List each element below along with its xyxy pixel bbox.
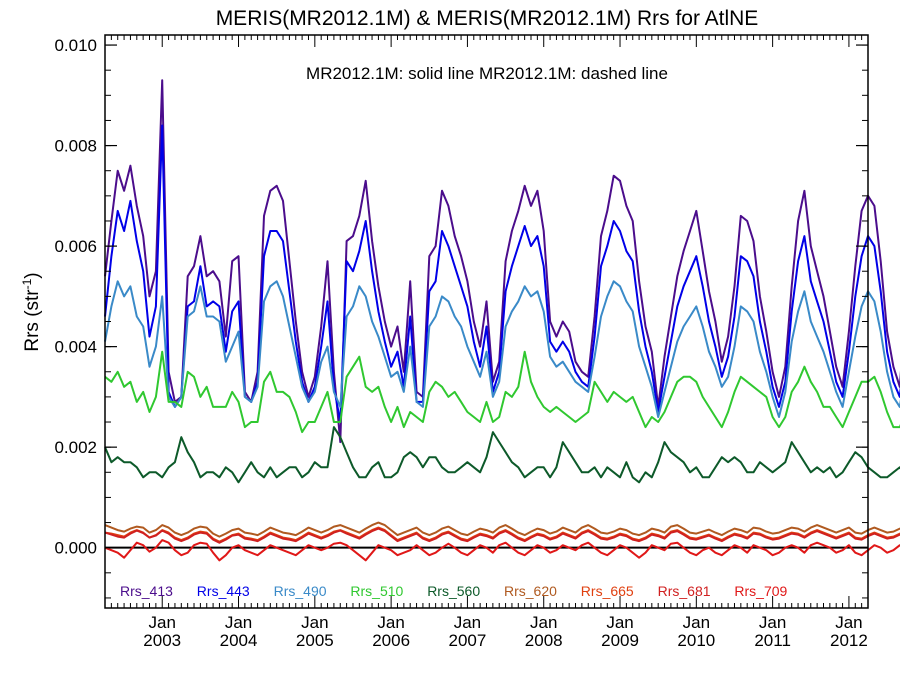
- x-tick-label-year: 2010: [677, 631, 715, 650]
- x-tick-label-month: Jan: [377, 613, 404, 632]
- y-axis-label-close: ): [22, 272, 43, 278]
- line-style-annotation: MR2012.1M: solid line MR2012.1M: dashed …: [306, 64, 668, 83]
- legend-item-rrs-560: Rrs_560: [427, 583, 480, 599]
- series-line-rrs-510: [104, 350, 900, 434]
- legend-item-rrs-681: Rrs_681: [658, 583, 711, 599]
- series-line-rrs-620: [104, 521, 900, 538]
- y-axis-label: Rrs (str-1): [20, 272, 43, 351]
- x-tick-label-year: 2011: [754, 631, 791, 650]
- x-tick-label-month: Jan: [225, 613, 252, 632]
- y-tick-label: 0.006: [54, 237, 97, 256]
- x-tick-label-month: Jan: [530, 613, 557, 632]
- x-tick-label-month: Jan: [835, 613, 862, 632]
- x-tick-label-year: 2003: [143, 631, 181, 650]
- x-tick-label-year: 2009: [601, 631, 639, 650]
- y-tick-label: 0.000: [54, 539, 97, 558]
- y-tick-label: 0.010: [54, 36, 97, 55]
- series-line-rrs-681: [104, 527, 900, 544]
- y-tick-label: 0.004: [54, 338, 97, 357]
- series-line-rrs-709: [104, 539, 900, 562]
- x-tick-label-month: Jan: [759, 613, 786, 632]
- y-axis-label-superscript: -1: [20, 278, 34, 289]
- legend-item-rrs-620: Rrs_620: [504, 583, 557, 599]
- x-tick-label-year: 2005: [296, 631, 334, 650]
- legend-item-rrs-510: Rrs_510: [350, 583, 403, 599]
- y-tick-label: 0.008: [54, 137, 97, 156]
- x-tick-label-year: 2006: [372, 631, 410, 650]
- x-tick-label-month: Jan: [301, 613, 328, 632]
- x-tick-label-month: Jan: [683, 613, 710, 632]
- x-tick-label-month: Jan: [454, 613, 481, 632]
- chart-title: MERIS(MR2012.1M) & MERIS(MR2012.1M) Rrs …: [216, 7, 759, 30]
- x-tick-label-month: Jan: [149, 613, 176, 632]
- series-line-rrs-560: [104, 426, 900, 484]
- plot-area: [104, 79, 900, 562]
- legend-item-rrs-665: Rrs_665: [581, 583, 634, 599]
- axes: 0.0000.0020.0040.0060.0080.010Jan2003Jan…: [54, 34, 869, 650]
- series-line-rrs-490: [104, 280, 900, 418]
- legend-item-rrs-413: Rrs_413: [120, 583, 173, 599]
- x-tick-label-year: 2007: [449, 631, 487, 650]
- legend: Rrs_413 Rrs_443 Rrs_490 Rrs_510 Rrs_560 Rrs_6…: [120, 583, 788, 599]
- x-tick-label-year: 2008: [525, 631, 563, 650]
- x-tick-label-year: 2004: [220, 631, 258, 650]
- series-line-rrs-413: [104, 79, 900, 444]
- legend-item-rrs-709: Rrs_709: [734, 583, 787, 599]
- x-tick-label-year: 2012: [830, 631, 868, 650]
- legend-item-rrs-443: Rrs_443: [197, 583, 250, 599]
- y-tick-label: 0.002: [54, 438, 97, 457]
- x-tick-label-month: Jan: [606, 613, 633, 632]
- y-axis-label-main: Rrs (str: [22, 289, 43, 352]
- legend-item-rrs-490: Rrs_490: [274, 583, 327, 599]
